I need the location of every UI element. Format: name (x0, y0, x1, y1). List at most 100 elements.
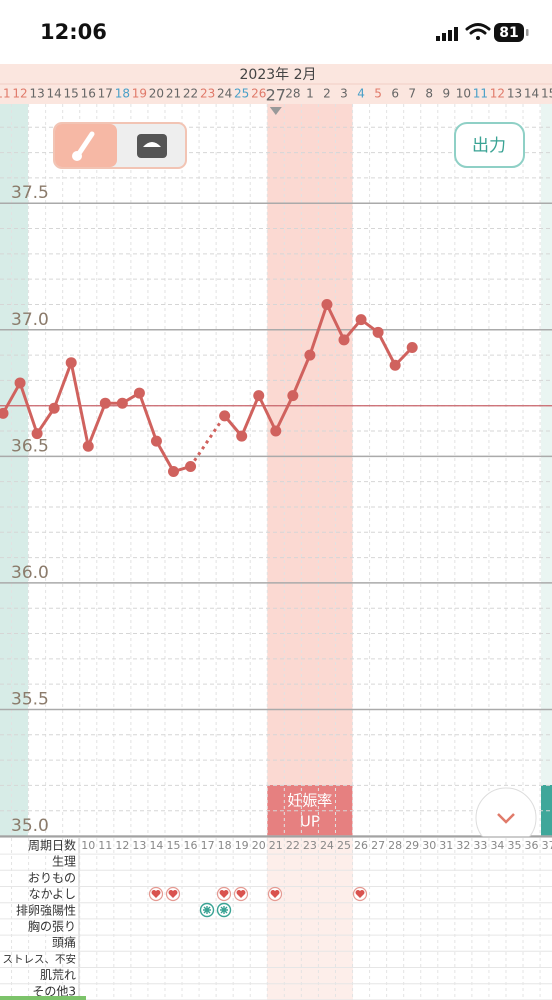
cycle-day: 25 (337, 839, 351, 852)
thermometer-icon (72, 131, 95, 161)
date-label: 15 (541, 87, 552, 101)
export-frame[interactable] (454, 122, 525, 168)
cycle-day: 34 (490, 839, 504, 852)
signal-icon (436, 27, 458, 41)
cycle-day: 33 (473, 839, 487, 852)
row-label: 生理 (52, 855, 76, 869)
date-label: 26 (251, 87, 266, 101)
date-label: 2 (323, 87, 331, 101)
chart-background (0, 104, 552, 836)
date-label: 22 (183, 87, 198, 101)
period-band (0, 104, 28, 836)
cycle-day: 31 (439, 839, 453, 852)
temperature-point (14, 377, 26, 389)
date-label: 7 (408, 87, 416, 101)
temperature-point (82, 440, 94, 452)
temperature-point (99, 397, 111, 409)
date-label: 23 (200, 87, 215, 101)
today-label: 27 (266, 86, 286, 105)
ovulation-icons (199, 902, 232, 918)
temperature-point (65, 357, 77, 369)
cycle-day: 21 (269, 839, 283, 852)
date-label: 15 (64, 87, 79, 101)
cycle-day: 24 (320, 839, 334, 852)
battery-icon (494, 23, 524, 42)
temperature-point (185, 460, 197, 472)
temperature-line (1, 361, 191, 474)
cycle-day: 37 (542, 839, 552, 852)
row-label: 排卵強陽性 (16, 903, 76, 917)
cycle-day: 26 (354, 839, 368, 852)
row-label: 肌荒れ (40, 968, 76, 982)
temperature-line (223, 302, 414, 438)
date-label: 8 (425, 87, 433, 101)
date-label: 16 (81, 87, 96, 101)
cycle-day: 30 (422, 839, 436, 852)
cycle-day: 13 (132, 839, 146, 852)
cycle-day: 17 (201, 839, 215, 852)
temperature-point (48, 402, 60, 414)
temperature-point (338, 334, 350, 346)
date-label: 18 (115, 87, 130, 101)
y-tick-label: 36.0 (11, 563, 49, 583)
y-tick-label: 37.0 (11, 310, 49, 330)
cycle-day: 16 (184, 839, 198, 852)
battery-cap (526, 29, 529, 36)
cycle-day: 15 (167, 839, 181, 852)
cycle-day: 18 (218, 839, 232, 852)
temperature-point (406, 342, 418, 354)
date-label: 25 (234, 87, 249, 101)
date-label: 19 (132, 87, 147, 101)
temperature-point (150, 435, 162, 447)
date-label: 17 (98, 87, 113, 101)
date-label: 24 (217, 87, 232, 101)
row-label: 周期日数 (28, 838, 76, 853)
temperature-point (389, 359, 401, 371)
date-label: 14 (47, 87, 62, 101)
date-label: 12 (12, 87, 27, 101)
row-label: おりもの (28, 871, 76, 885)
home-progress (0, 996, 86, 1000)
icons (148, 886, 368, 918)
cycle-day: 36 (525, 839, 539, 852)
row-label: ストレス、不安 (3, 952, 77, 965)
cycle-day: 28 (388, 839, 402, 852)
row-label: その他3 (32, 984, 76, 998)
date-label: 20 (149, 87, 164, 101)
date-label: 13 (507, 87, 522, 101)
temperature-point (355, 314, 367, 326)
temperature-point (253, 390, 265, 402)
cycle-day: 12 (115, 839, 129, 852)
y-tick-label: 36.5 (11, 436, 49, 456)
cycle-day: 22 (286, 839, 300, 852)
temperature-point (304, 349, 316, 361)
export-label[interactable]: 出力 (472, 136, 506, 156)
date-label: 12 (490, 87, 505, 101)
heart-shapes (151, 889, 365, 898)
date-label: 13 (29, 87, 44, 101)
temperature-point (372, 326, 384, 338)
fertile-band (267, 104, 353, 836)
status-time: 12:06 (40, 20, 107, 44)
date-label: 4 (357, 87, 365, 101)
date-label: 10 (456, 87, 471, 101)
cycle-day: 11 (98, 839, 112, 852)
date-label: 11 (0, 87, 11, 101)
date-label: 28 (285, 87, 300, 101)
fertile-label: 妊娠率 (287, 792, 332, 810)
cycle-day: 32 (456, 839, 470, 852)
temperature-point (31, 428, 43, 440)
date-label: 21 (166, 87, 181, 101)
series (0, 298, 418, 478)
temperature-point (236, 430, 248, 442)
export-button[interactable]: 出力 (454, 122, 525, 168)
battery-level: 81 (499, 25, 518, 41)
cycle-day: 27 (371, 839, 385, 852)
y-tick-label: 35.0 (11, 816, 49, 836)
mode-toggle[interactable] (53, 122, 187, 169)
temperature-point (270, 425, 282, 437)
temperature-point (219, 410, 231, 422)
